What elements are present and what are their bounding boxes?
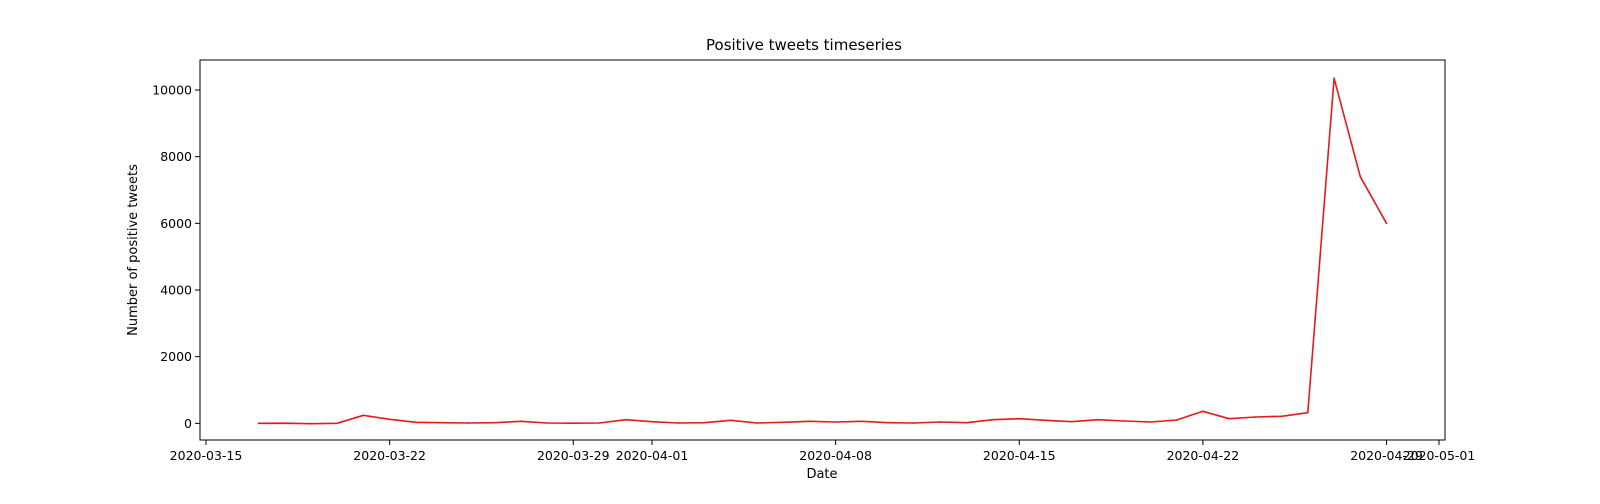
data-point: [756, 422, 758, 424]
data-point: [1280, 415, 1283, 418]
data-point: [1044, 419, 1047, 422]
y-tick-label: 8000: [160, 149, 192, 164]
x-tick-label: 2020-03-15: [170, 448, 243, 463]
data-point: [1123, 420, 1125, 422]
data-point: [1175, 419, 1178, 421]
data-point: [861, 420, 863, 423]
data-point: [310, 422, 312, 425]
data-point: [441, 421, 443, 424]
data-point: [808, 420, 811, 423]
data-point: [966, 421, 968, 424]
series-layer: [257, 77, 1388, 425]
y-tick-label: 6000: [160, 216, 192, 231]
x-tick-label: 2020-04-08: [799, 448, 872, 463]
data-point: [598, 422, 601, 424]
data-point: [1333, 77, 1335, 80]
data-point: [388, 418, 391, 421]
data-point: [283, 422, 286, 425]
data-point: [467, 422, 470, 424]
data-point: [834, 421, 837, 423]
data-point: [546, 422, 548, 424]
data-point: [782, 421, 784, 424]
y-axis-label: Number of positive tweets: [126, 164, 141, 336]
y-tick-label: 10000: [152, 83, 192, 98]
data-point: [939, 421, 942, 423]
data-point: [624, 418, 627, 421]
data-point: [520, 420, 522, 423]
data-point: [1149, 421, 1152, 423]
data-point: [1307, 411, 1309, 414]
x-axis-label: Date: [806, 467, 837, 482]
x-tick-label: 2020-03-22: [353, 448, 426, 463]
data-point: [572, 422, 575, 425]
data-point: [887, 421, 889, 424]
data-point: [1070, 420, 1073, 423]
y-axis-ticks: 0 2000 4000 6000 8000 10000: [152, 83, 200, 431]
plot-area-frame: [199, 59, 1446, 441]
x-tick-label: 2020-05-01: [1403, 448, 1476, 463]
data-point: [415, 421, 417, 424]
x-axis-ticks: 2020-03-15 2020-03-22 2020-03-29 2020-04-01…: [170, 440, 1476, 463]
y-tick-label: 4000: [160, 283, 192, 298]
data-point: [336, 422, 339, 425]
x-tick-label: 2020-04-29: [1350, 448, 1423, 463]
x-tick-label: 2020-04-01: [616, 448, 689, 463]
data-point: [257, 422, 260, 425]
data-point: [729, 419, 732, 422]
data-point: [651, 420, 653, 423]
data-point: [992, 418, 994, 421]
x-tick-label: 2020-04-15: [983, 448, 1056, 463]
data-point: [913, 422, 916, 424]
data-point: [703, 421, 706, 424]
data-point: [1254, 416, 1257, 418]
x-tick-label: 2020-03-29: [537, 448, 610, 463]
data-point: [493, 421, 496, 424]
data-point: [362, 414, 365, 417]
x-tick-label: 2020-04-22: [1167, 448, 1240, 463]
data-point: [1018, 417, 1021, 420]
data-point: [677, 422, 679, 424]
data-point: [1359, 175, 1362, 178]
chart-title: Positive tweets timeseries: [706, 36, 902, 54]
y-tick-label: 0: [184, 416, 192, 431]
series-line: [258, 77, 1388, 425]
data-point: [1202, 410, 1204, 413]
data-point: [1097, 418, 1099, 421]
data-point: [1228, 417, 1230, 420]
y-tick-label: 2000: [160, 349, 192, 364]
data-point: [1385, 222, 1388, 225]
